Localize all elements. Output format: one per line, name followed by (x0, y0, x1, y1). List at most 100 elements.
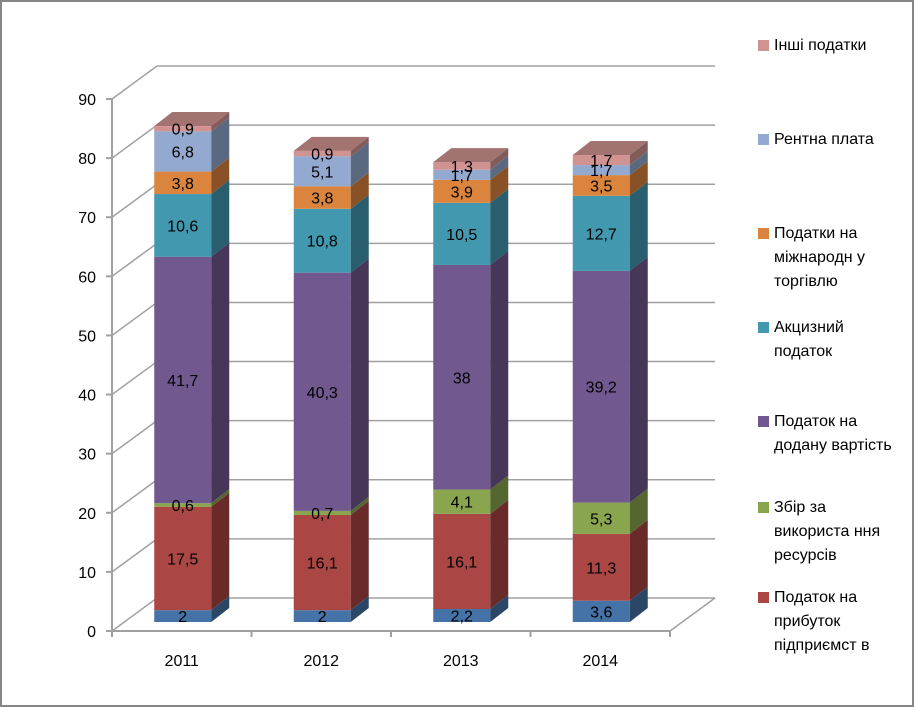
bar-segment-side (629, 519, 648, 601)
legend-swatch-icon (758, 502, 769, 513)
bar-top-face (154, 112, 230, 127)
data-label: 0,7 (311, 506, 333, 523)
bar-segment-front (293, 510, 351, 516)
bar-segment-front (572, 502, 630, 534)
data-label: 1,7 (590, 153, 612, 170)
data-label: 3,5 (590, 178, 612, 195)
data-label: 12,7 (586, 226, 617, 243)
bar-segment-front (433, 608, 491, 622)
bar-segment-front (293, 272, 351, 511)
y-tick-label: 60 (78, 269, 96, 286)
data-label: 11,3 (586, 560, 616, 577)
side-wall-gridline (111, 538, 158, 573)
side-wall-gridline (111, 124, 158, 159)
bar-segment-front (293, 150, 351, 157)
data-label: 17,5 (167, 551, 198, 568)
data-label: 0,6 (172, 498, 194, 515)
legend-swatch-icon (758, 416, 769, 427)
data-label: 5,3 (590, 511, 612, 528)
y-tick-label: 20 (78, 506, 96, 523)
data-label: 16,1 (446, 554, 477, 571)
y-tick-label: 40 (78, 388, 96, 405)
legend-label: Податок на прибуток підприємст в (774, 589, 870, 654)
bar-segment-side (211, 242, 230, 504)
bar-segment-side (629, 141, 648, 166)
bar-segment-front (154, 610, 212, 622)
bar-segment-side (490, 148, 509, 170)
bar-segment-side (211, 117, 230, 172)
data-label: 40,3 (307, 385, 338, 402)
bar-stack-2014 (572, 141, 648, 622)
data-label: 10,5 (446, 227, 477, 244)
legend-swatch-icon (758, 40, 769, 51)
y-tick-label: 10 (78, 565, 96, 582)
bar-segment-front (572, 165, 630, 176)
data-label: 4,1 (451, 495, 473, 512)
bar-segment-front (154, 506, 212, 611)
data-label: 0,9 (311, 147, 333, 164)
bar-segment-front (154, 131, 212, 172)
data-label: 41,7 (167, 373, 198, 390)
bar-segment-front (293, 156, 351, 187)
bar-segment-side (350, 136, 369, 157)
data-label: 10,6 (167, 218, 198, 235)
data-label: 1,3 (451, 159, 473, 176)
data-label: 5,1 (311, 164, 333, 181)
bar-segment-side (629, 181, 648, 271)
bar-segment-front (154, 126, 212, 132)
y-tick-label: 30 (78, 447, 96, 464)
bar-segment-side (350, 172, 369, 209)
side-wall-gridline (111, 301, 158, 337)
side-wall-gridline (111, 420, 158, 455)
bar-segment-front (572, 533, 630, 601)
bar-segment-front (572, 195, 630, 271)
data-label: 1,7 (451, 168, 473, 185)
bar-segment-side (211, 180, 230, 257)
bar-segment-side (350, 496, 369, 516)
legend-swatch-icon (758, 228, 769, 239)
bar-segment-side (350, 501, 369, 611)
legend-label: Рентна плата (774, 131, 874, 148)
data-label: 39,2 (586, 380, 617, 397)
bar-segment-front (433, 169, 491, 180)
legend-swatch-icon (758, 592, 769, 603)
data-label: 3,6 (590, 604, 612, 621)
bar-segment-front (433, 489, 491, 514)
bar-segment-side (490, 594, 509, 622)
bar-segment-side (490, 499, 509, 609)
side-wall-gridline (111, 360, 158, 396)
data-label: 10,8 (307, 234, 338, 251)
bar-top-face (572, 141, 648, 156)
data-label: 2 (318, 609, 327, 626)
x-tick-label: 2011 (165, 653, 200, 670)
side-wall-gridline (111, 242, 158, 277)
bar-segment-front (572, 155, 630, 166)
side-wall-gridline (111, 65, 158, 100)
bar-segment-front (572, 600, 630, 622)
side-wall-gridline (111, 597, 158, 632)
data-label: 1,7 (590, 163, 612, 180)
bar-segment-side (629, 151, 648, 176)
bar-segment-side (629, 161, 648, 196)
bar-segment-side (211, 596, 230, 622)
bar-segment-front (572, 270, 630, 503)
floor-right-edge (669, 597, 716, 632)
bar-segment-front (154, 256, 212, 504)
bar-top-face (293, 136, 369, 151)
data-label: 2 (178, 609, 187, 626)
bars (154, 112, 648, 622)
bar-segment-side (350, 142, 369, 187)
bar-segment-side (629, 586, 648, 622)
bar-segment-side (490, 250, 509, 490)
data-label: 16,1 (307, 556, 338, 573)
y-tick-label: 70 (78, 210, 96, 227)
bar-segment-side (490, 165, 509, 203)
legend-label: Інші податки (774, 37, 867, 54)
bar-segment-front (154, 194, 212, 257)
x-axis-ticks: 2011 2012 2013 2014 (111, 631, 671, 670)
data-label: 3,8 (311, 191, 333, 208)
legend-label: Акцизний податок (774, 319, 844, 360)
data-label: 0,9 (172, 122, 194, 139)
x-tick-label: 2012 (303, 653, 339, 670)
